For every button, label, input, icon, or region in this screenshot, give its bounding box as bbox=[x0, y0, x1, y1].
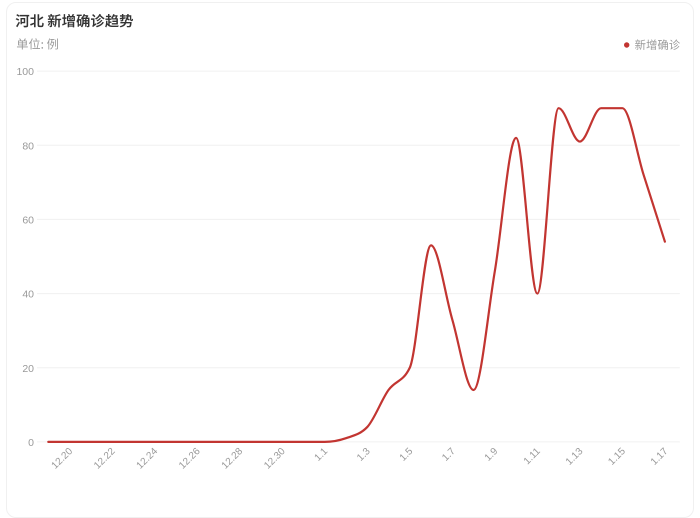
svg-text:20: 20 bbox=[22, 363, 34, 375]
svg-text:40: 40 bbox=[22, 289, 34, 301]
svg-text:12.30: 12.30 bbox=[262, 446, 288, 472]
svg-text:80: 80 bbox=[22, 140, 34, 152]
svg-text:12.28: 12.28 bbox=[220, 446, 246, 472]
svg-text:12.20: 12.20 bbox=[50, 446, 76, 472]
svg-text:12.26: 12.26 bbox=[177, 446, 203, 472]
svg-text:60: 60 bbox=[22, 215, 34, 227]
svg-text:1.3: 1.3 bbox=[355, 446, 373, 464]
svg-text:1.15: 1.15 bbox=[606, 446, 628, 468]
svg-text:12.24: 12.24 bbox=[135, 446, 161, 472]
svg-text:1.17: 1.17 bbox=[649, 446, 671, 468]
svg-text:1.13: 1.13 bbox=[564, 446, 586, 468]
svg-text:1.1: 1.1 bbox=[313, 446, 331, 464]
svg-text:1.9: 1.9 bbox=[483, 446, 501, 464]
svg-text:1.11: 1.11 bbox=[522, 446, 543, 467]
svg-text:1.5: 1.5 bbox=[398, 446, 416, 464]
svg-text:100: 100 bbox=[16, 66, 34, 78]
svg-text:1.7: 1.7 bbox=[440, 446, 458, 464]
svg-text:12.22: 12.22 bbox=[92, 446, 118, 472]
svg-text:0: 0 bbox=[28, 437, 34, 449]
